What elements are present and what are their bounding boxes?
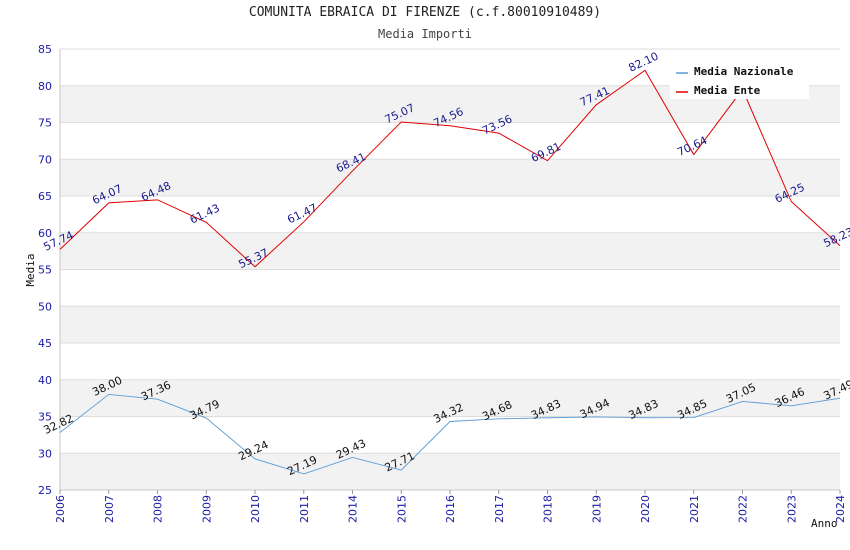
legend: Media Nazionale Media Ente (670, 59, 809, 99)
y-axis-ticks: 25 30 35 40 45 50 55 60 65 70 75 80 85 (38, 43, 52, 497)
x-tick-label: 2019 (590, 495, 603, 523)
grid-band (60, 453, 840, 490)
x-tick-label: 2024 (834, 495, 847, 523)
x-tick-label: 2021 (688, 495, 701, 523)
x-tick-label: 2010 (249, 495, 262, 523)
x-tick-label: 2011 (298, 495, 311, 523)
legend-entry-ente: Media Ente (694, 84, 761, 97)
x-tick-label: 2017 (493, 495, 506, 523)
x-tick-label: 2016 (444, 495, 457, 523)
y-tick-label: 70 (38, 153, 52, 166)
grid-band (60, 379, 840, 417)
x-tick-label: 2023 (785, 495, 798, 523)
x-tick-label: 2015 (395, 495, 408, 523)
legend-box (670, 59, 809, 99)
x-tick-label: 2020 (639, 495, 652, 523)
grid-band (60, 343, 840, 380)
chart-subtitle: Media Importi (378, 27, 472, 41)
y-tick-label: 55 (38, 264, 52, 277)
x-axis-ticks: 2006 2007 2008 2009 2010 2011 2014 2015 2016 2017… (54, 490, 847, 523)
x-tick-label: 2006 (54, 495, 67, 523)
y-tick-label: 75 (38, 117, 52, 130)
y-tick-label: 40 (38, 374, 52, 387)
grid-band (60, 269, 840, 307)
x-tick-label: 2007 (103, 495, 116, 523)
grid-band (60, 159, 840, 196)
grid-band (60, 416, 840, 454)
y-tick-label: 80 (38, 80, 52, 93)
y-tick-label: 60 (38, 227, 52, 240)
y-tick-label: 30 (38, 447, 52, 460)
y-axis-label: Media (24, 253, 37, 286)
y-tick-label: 45 (38, 337, 52, 350)
y-tick-label: 50 (38, 300, 52, 313)
x-tick-label: 2018 (542, 495, 555, 523)
y-tick-label: 85 (38, 43, 52, 56)
x-tick-label: 2008 (152, 495, 165, 523)
grid-band (60, 232, 840, 270)
grid-band (60, 306, 840, 343)
y-tick-label: 25 (38, 484, 52, 497)
grid-band (60, 122, 840, 160)
y-tick-label: 65 (38, 190, 52, 203)
y-tick-label: 35 (38, 411, 52, 424)
legend-entry-nazionale: Media Nazionale (694, 65, 794, 78)
x-tick-label: 2009 (200, 495, 213, 523)
grid-lines (59, 48, 840, 491)
series-line-nazionale (59, 393, 841, 475)
series-line-ente (59, 69, 841, 268)
x-tick-label: 2022 (737, 495, 750, 523)
x-tick-label: 2014 (347, 495, 360, 523)
chart-title: COMUNITA EBRAICA DI FIRENZE (c.f.8001091… (248, 5, 602, 20)
series-lines (59, 69, 841, 475)
x-axis-label: Anno (811, 517, 838, 530)
grid-band (60, 196, 840, 233)
